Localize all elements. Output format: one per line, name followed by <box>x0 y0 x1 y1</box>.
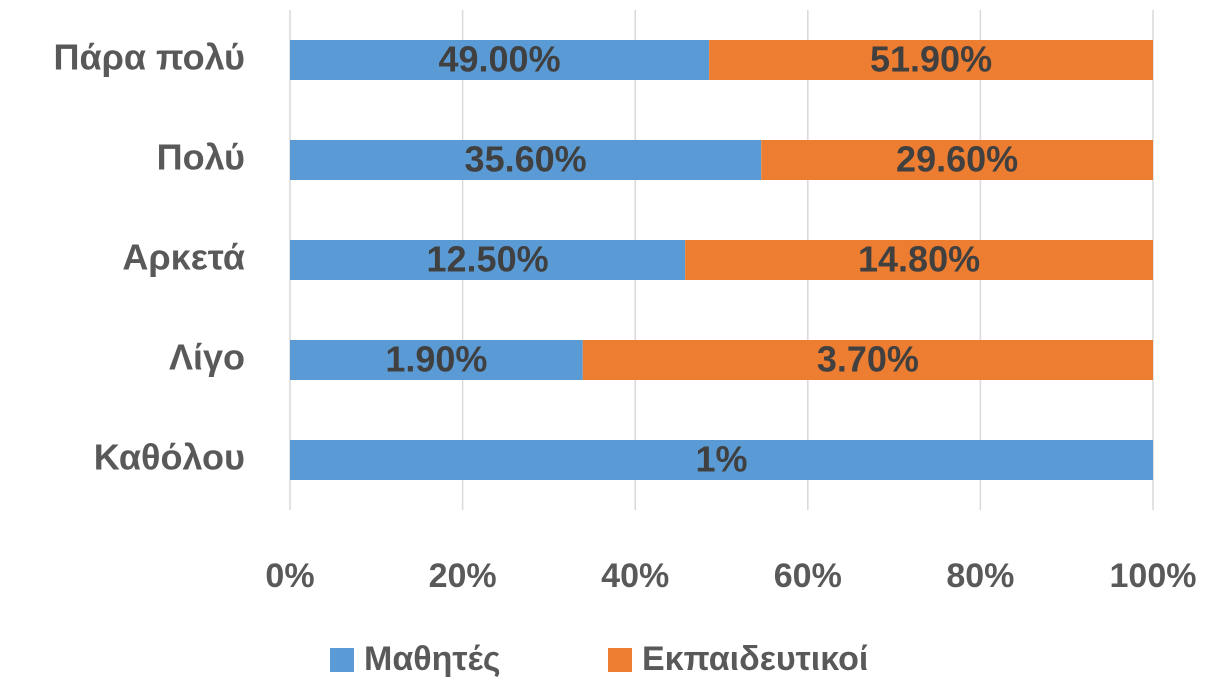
bar-segment <box>290 340 583 380</box>
data-label: 35.60% <box>465 139 587 180</box>
legend-swatch <box>330 648 354 672</box>
data-label: 3.70% <box>817 339 919 380</box>
x-tick-label: 80% <box>946 557 1014 595</box>
data-label: 1.90% <box>385 339 487 380</box>
x-tick-label: 40% <box>601 557 669 595</box>
bar-segment <box>290 440 1153 480</box>
bar-segment <box>290 240 686 280</box>
bar-segment <box>290 140 762 180</box>
bar-segment <box>685 240 1153 280</box>
y-tick-label: Πολύ <box>157 137 245 178</box>
bar-segment <box>709 40 1153 80</box>
x-tick-label: 100% <box>1110 557 1197 595</box>
legend-swatch <box>608 648 632 672</box>
bar-segment <box>761 140 1153 180</box>
y-tick-label: Πάρα πολύ <box>53 37 245 78</box>
data-label: 12.50% <box>427 239 549 280</box>
bar-segment <box>290 40 710 80</box>
y-tick-label: Αρκετά <box>122 237 245 278</box>
x-tick-label: 0% <box>265 557 314 595</box>
bar-segment <box>582 340 1153 380</box>
data-label: 51.90% <box>870 39 992 80</box>
y-tick-label: Λίγο <box>169 337 245 378</box>
data-label: 29.60% <box>896 139 1018 180</box>
data-label: 49.00% <box>438 39 560 80</box>
data-label: 14.80% <box>858 239 980 280</box>
data-label: 1% <box>695 439 747 480</box>
y-tick-label: Καθόλου <box>94 437 245 478</box>
legend-label: Εκπαιδευτικοί <box>642 640 868 678</box>
legend-label: Μαθητές <box>364 640 501 678</box>
x-tick-label: 60% <box>774 557 842 595</box>
x-tick-label: 20% <box>429 557 497 595</box>
